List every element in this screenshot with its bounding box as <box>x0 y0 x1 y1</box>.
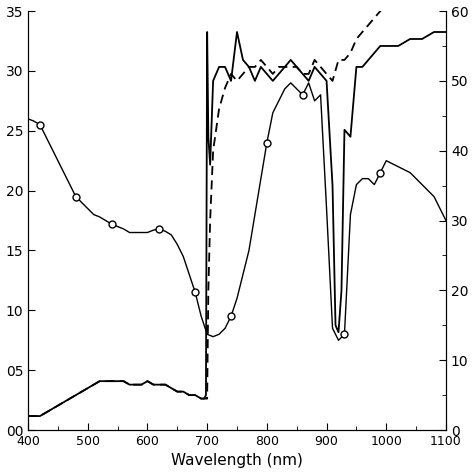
X-axis label: Wavelength (nm): Wavelength (nm) <box>171 454 303 468</box>
